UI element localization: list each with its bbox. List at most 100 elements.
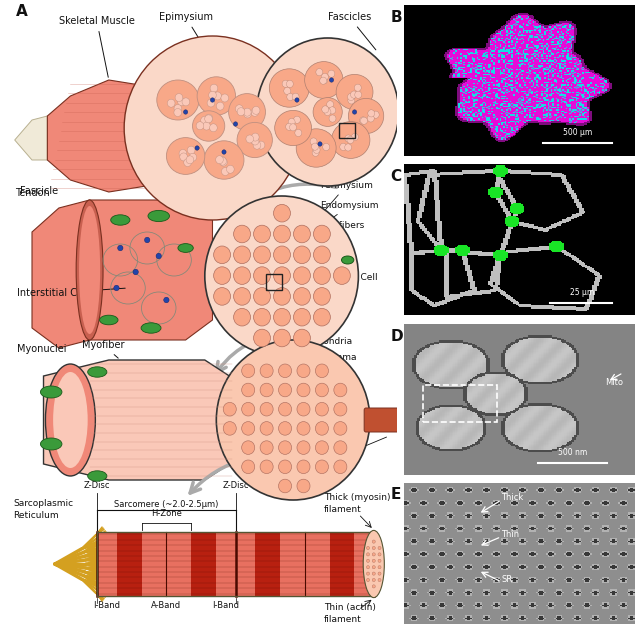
Circle shape — [347, 136, 354, 143]
Circle shape — [372, 559, 375, 563]
Circle shape — [348, 97, 355, 104]
Circle shape — [320, 77, 326, 84]
Circle shape — [294, 308, 310, 326]
Circle shape — [378, 566, 381, 569]
Circle shape — [334, 441, 347, 454]
Ellipse shape — [332, 122, 370, 158]
Circle shape — [286, 81, 293, 88]
Circle shape — [323, 143, 330, 150]
Text: Myofibril: Myofibril — [289, 437, 387, 474]
Circle shape — [203, 122, 211, 130]
Text: Sarcomere (~2.0-2.5μm): Sarcomere (~2.0-2.5μm) — [114, 500, 219, 509]
Circle shape — [184, 159, 191, 166]
Circle shape — [260, 460, 273, 474]
Circle shape — [321, 77, 328, 84]
Circle shape — [244, 110, 252, 118]
Bar — [280, 532, 330, 596]
Circle shape — [284, 87, 291, 95]
Circle shape — [216, 340, 370, 500]
Circle shape — [316, 422, 328, 435]
Text: Z-Disc: Z-Disc — [222, 481, 249, 490]
Circle shape — [186, 156, 194, 164]
Circle shape — [278, 441, 292, 454]
Ellipse shape — [40, 386, 62, 398]
Circle shape — [287, 93, 294, 100]
Circle shape — [372, 572, 375, 575]
Circle shape — [175, 93, 183, 102]
Circle shape — [205, 114, 212, 122]
Text: Skeletal Muscle: Skeletal Muscle — [59, 16, 135, 77]
Circle shape — [367, 559, 369, 563]
Circle shape — [234, 287, 250, 305]
Circle shape — [314, 308, 330, 326]
Circle shape — [182, 98, 189, 106]
Circle shape — [205, 196, 358, 356]
Circle shape — [378, 572, 381, 575]
Text: Fascicle: Fascicle — [20, 186, 59, 196]
Polygon shape — [90, 200, 212, 340]
Circle shape — [372, 547, 375, 550]
Ellipse shape — [313, 97, 342, 126]
Circle shape — [278, 383, 292, 397]
Circle shape — [324, 108, 331, 116]
Circle shape — [207, 99, 215, 107]
Circle shape — [242, 364, 255, 378]
Text: I-Band: I-Band — [212, 601, 239, 610]
Text: Myonuclei: Myonuclei — [17, 344, 66, 354]
Text: Thick (myosin): Thick (myosin) — [324, 493, 390, 502]
Circle shape — [214, 92, 221, 100]
Ellipse shape — [100, 315, 118, 325]
Circle shape — [273, 204, 291, 222]
Circle shape — [345, 144, 351, 151]
Circle shape — [242, 422, 255, 435]
Text: Fascicles: Fascicles — [328, 12, 376, 50]
Circle shape — [322, 106, 329, 113]
Circle shape — [314, 246, 330, 264]
Text: Epimysium: Epimysium — [159, 12, 212, 45]
Circle shape — [329, 115, 336, 122]
Ellipse shape — [193, 111, 225, 141]
Circle shape — [314, 287, 330, 305]
Circle shape — [250, 136, 258, 145]
Circle shape — [184, 110, 188, 114]
Circle shape — [220, 158, 227, 166]
Circle shape — [372, 540, 375, 543]
Circle shape — [415, 419, 417, 421]
Circle shape — [328, 70, 335, 77]
Text: Mitochondria: Mitochondria — [293, 337, 352, 358]
Circle shape — [253, 287, 271, 305]
Ellipse shape — [408, 410, 420, 430]
Circle shape — [297, 460, 310, 474]
Circle shape — [195, 146, 199, 150]
Circle shape — [297, 479, 310, 493]
Ellipse shape — [348, 99, 384, 134]
Circle shape — [367, 572, 369, 575]
Ellipse shape — [157, 80, 199, 120]
Text: A-Band: A-Band — [151, 601, 182, 610]
Circle shape — [297, 441, 310, 454]
Circle shape — [189, 153, 196, 161]
Circle shape — [178, 98, 186, 106]
Circle shape — [253, 246, 271, 264]
Circle shape — [367, 553, 369, 556]
Circle shape — [316, 460, 328, 474]
Circle shape — [372, 566, 375, 569]
Text: Thick: Thick — [501, 493, 524, 502]
Circle shape — [411, 419, 413, 421]
Circle shape — [156, 253, 161, 259]
Circle shape — [294, 329, 310, 347]
Ellipse shape — [269, 68, 309, 107]
Circle shape — [321, 74, 328, 81]
Circle shape — [295, 129, 302, 136]
Circle shape — [118, 245, 123, 251]
Ellipse shape — [204, 141, 244, 179]
Circle shape — [348, 93, 355, 100]
Text: Thin (actin): Thin (actin) — [324, 603, 376, 612]
Circle shape — [314, 225, 330, 243]
Text: Z-Disc: Z-Disc — [84, 481, 111, 490]
Ellipse shape — [228, 93, 266, 131]
Circle shape — [340, 143, 347, 150]
Circle shape — [333, 267, 350, 284]
Circle shape — [252, 137, 259, 145]
Circle shape — [278, 422, 292, 435]
